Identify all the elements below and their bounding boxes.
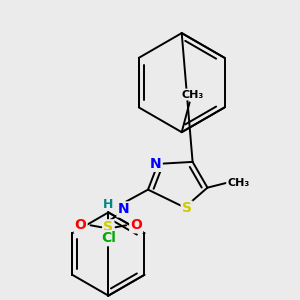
Text: S: S — [103, 220, 113, 234]
Text: CH₃: CH₃ — [227, 178, 249, 188]
Text: S: S — [182, 202, 192, 215]
Text: N: N — [117, 202, 129, 216]
Text: O: O — [130, 218, 142, 232]
Text: O: O — [75, 218, 87, 232]
Text: H: H — [103, 198, 114, 211]
Text: CH₃: CH₃ — [182, 89, 204, 100]
Text: N: N — [150, 157, 162, 171]
Text: Cl: Cl — [101, 231, 116, 245]
